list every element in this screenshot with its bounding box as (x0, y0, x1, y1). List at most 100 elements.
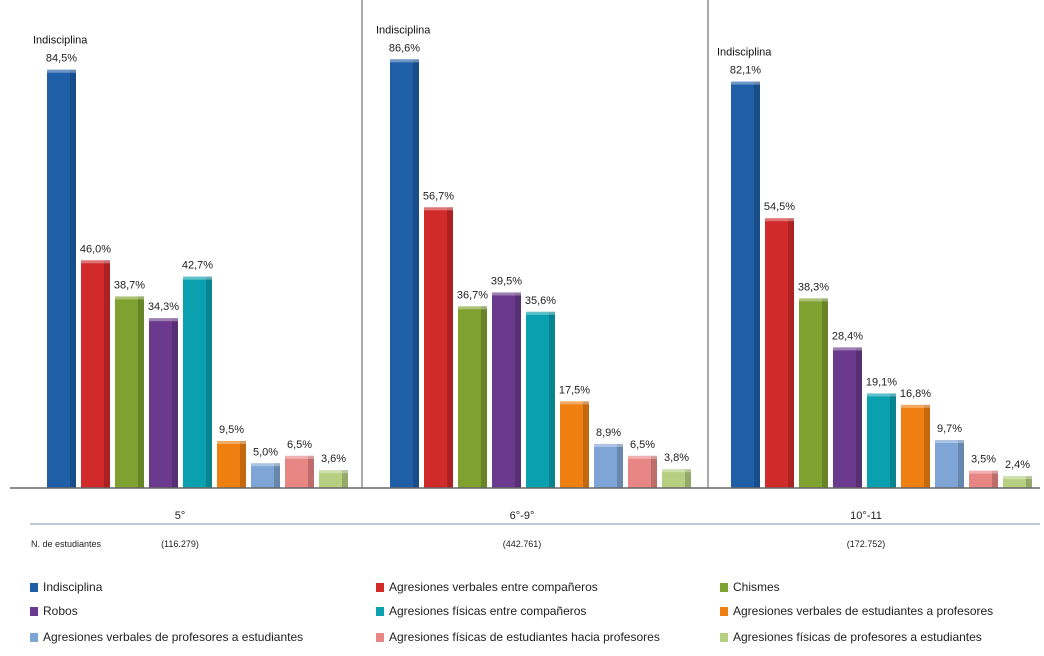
bar-2-8 (1003, 476, 1032, 488)
group-heading-0: Indisciplina (33, 35, 88, 47)
bar-top-0-1 (81, 260, 110, 264)
value-label-1-5: 17,5% (559, 384, 590, 396)
bar-shade-2-4 (890, 393, 896, 488)
bar-shade-1-8 (685, 469, 691, 488)
value-label-0-3: 34,3% (148, 301, 179, 313)
bar-top-0-0 (47, 69, 76, 73)
legend-item-8: Agresiones físicas de profesores a estud… (720, 630, 982, 644)
bar-shade-0-6 (274, 463, 280, 488)
legend-swatch-3 (30, 606, 38, 616)
bar-2-2 (799, 298, 828, 488)
bar-2-3 (833, 347, 862, 488)
legend-item-5: Agresiones verbales de estudiantes a pro… (720, 604, 993, 618)
legend-item-7: Agresiones físicas de estudiantes hacia … (376, 630, 660, 644)
value-label-1-1: 56,7% (423, 190, 454, 202)
bar-0-3 (149, 318, 178, 488)
value-label-1-7: 6,5% (630, 439, 655, 451)
student-count-2: (172.752) (847, 539, 886, 549)
value-label-0-6: 5,0% (253, 446, 278, 458)
bars-layer (47, 59, 1032, 488)
value-label-1-4: 35,6% (525, 295, 556, 307)
bar-shade-2-0 (754, 81, 760, 488)
bar-shade-0-0 (70, 69, 76, 488)
legend-label-5: Agresiones verbales de estudiantes a pro… (733, 604, 994, 618)
bar-0-0 (47, 69, 76, 488)
value-label-2-2: 38,3% (798, 281, 829, 293)
legend-swatch-7 (376, 632, 384, 642)
student-count-0: (116.279) (161, 539, 199, 549)
legend-swatch-2 (720, 582, 728, 592)
bar-2-7 (969, 470, 998, 488)
legend-swatch-1 (376, 582, 384, 592)
bar-1-4 (526, 311, 555, 488)
bar-top-1-0 (390, 59, 419, 63)
category-label-1: 6°-9° (510, 510, 535, 522)
value-labels-layer: 84,5% 86,6% 82,1% 46,0% 56,7% 54,5% 38,7% 36,7%… (33, 24, 1030, 471)
value-label-2-6: 9,7% (937, 423, 962, 435)
legend-label-4: Agresiones físicas entre compañeros (389, 604, 587, 618)
bar-1-0 (390, 59, 419, 488)
value-label-2-0: 82,1% (730, 65, 761, 77)
value-label-2-5: 16,8% (900, 388, 931, 400)
legend-label-2: Chismes (733, 580, 780, 594)
group-heading-2: Indisciplina (717, 47, 772, 59)
bar-top-2-5 (901, 404, 930, 408)
bar-shade-1-6 (617, 443, 623, 488)
value-label-2-1: 54,5% (764, 201, 795, 213)
category-label-2: 10°-11 (850, 510, 882, 522)
legend-swatch-4 (376, 606, 384, 616)
bar-1-7 (628, 455, 657, 488)
value-label-0-0: 84,5% (46, 53, 77, 65)
bar-1-3 (492, 292, 521, 488)
bar-shade-1-3 (515, 292, 521, 488)
value-label-0-5: 9,5% (219, 424, 244, 436)
bar-top-2-0 (731, 81, 760, 85)
bar-top-0-5 (217, 440, 246, 444)
bar-1-1 (424, 207, 453, 488)
legend-swatch-5 (720, 606, 728, 616)
bar-top-1-6 (594, 443, 623, 447)
bar-0-1 (81, 260, 110, 488)
bar-shade-2-5 (924, 404, 930, 488)
bar-shade-0-3 (172, 318, 178, 488)
bar-shade-0-7 (308, 455, 314, 488)
bar-top-1-1 (424, 207, 453, 211)
x-axis: 5° (116.279) 6°-9° (442.761) 10°-11 (172.752)… (10, 487, 1040, 549)
bar-shade-1-7 (651, 455, 657, 488)
group-dividers (361, 0, 709, 488)
bar-1-5 (560, 401, 589, 488)
value-label-0-4: 42,7% (182, 260, 213, 272)
bar-top-1-3 (492, 292, 521, 296)
value-label-0-1: 46,0% (80, 243, 111, 255)
bar-top-2-3 (833, 347, 862, 351)
bar-top-2-2 (799, 298, 828, 302)
legend: Indisciplina Agresiones verbales entre co… (0, 574, 1044, 654)
bar-shade-0-1 (104, 260, 110, 488)
bar-1-6 (594, 443, 623, 488)
bar-top-2-4 (867, 393, 896, 397)
bar-0-2 (115, 296, 144, 488)
bar-0-4 (183, 276, 212, 488)
value-label-1-8: 3,8% (664, 452, 689, 464)
bar-top-0-3 (149, 318, 178, 322)
bar-top-1-4 (526, 311, 555, 315)
student-count-label: N. de estudiantes (31, 539, 102, 549)
bar-2-0 (731, 81, 760, 488)
legend-item-1: Agresiones verbales entre compañeros (376, 580, 598, 594)
bar-shade-1-5 (583, 401, 589, 488)
value-label-1-2: 36,7% (457, 289, 488, 301)
bar-top-2-8 (1003, 476, 1032, 480)
value-label-2-7: 3,5% (971, 454, 996, 466)
value-label-1-6: 8,9% (596, 427, 621, 439)
bar-0-6 (251, 463, 280, 488)
bar-2-5 (901, 404, 930, 488)
bar-shade-0-8 (342, 470, 348, 488)
bar-0-8 (319, 470, 348, 488)
bar-2-1 (765, 218, 794, 488)
legend-swatch-8 (720, 632, 728, 642)
bar-top-0-8 (319, 470, 348, 474)
value-label-1-0: 86,6% (389, 42, 420, 54)
bar-top-0-2 (115, 296, 144, 300)
bar-top-2-1 (765, 218, 794, 222)
value-label-2-4: 19,1% (866, 376, 897, 388)
